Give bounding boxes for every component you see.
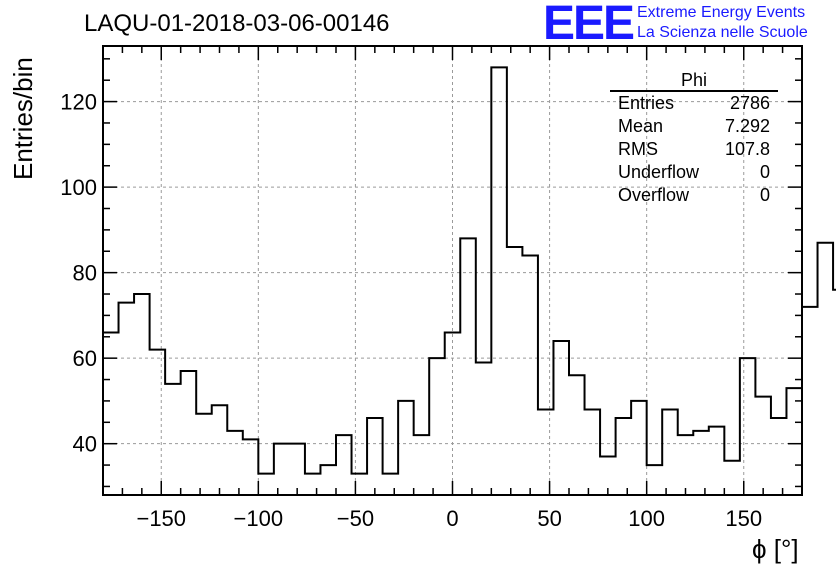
stat-row-rms: RMS 107.8 <box>610 138 778 161</box>
histogram-bin <box>243 439 259 495</box>
histogram-bin <box>367 418 383 495</box>
histogram-bin <box>445 333 461 495</box>
histogram-bin <box>709 427 725 495</box>
histogram-bin <box>771 418 787 495</box>
histogram-bin <box>352 474 368 495</box>
axis-ticks <box>102 46 803 495</box>
histogram-bin <box>320 465 336 495</box>
histogram-bin <box>336 435 352 495</box>
histogram-bin <box>818 243 834 495</box>
stat-label: Overflow <box>618 185 690 205</box>
histogram-bin <box>165 384 181 495</box>
histogram-bin <box>585 409 601 495</box>
histogram-bin <box>212 405 228 495</box>
histogram-bin <box>103 333 119 495</box>
x-axis-label: ϕ [°] <box>752 534 799 564</box>
grid <box>103 46 802 495</box>
histogram-bin <box>227 431 243 495</box>
histogram-bin <box>553 341 569 495</box>
stat-label: Underflow <box>618 162 700 182</box>
histogram-bin <box>522 256 538 495</box>
histogram-bin <box>119 303 135 495</box>
histogram-bin <box>398 401 414 495</box>
stat-row-mean: Mean 7.292 <box>610 115 778 138</box>
y-tick-label: 80 <box>73 261 97 286</box>
histogram-bin <box>150 350 166 495</box>
histogram-bin <box>786 388 802 495</box>
y-tick-label: 100 <box>60 175 97 200</box>
y-tick-label: 120 <box>60 90 97 115</box>
histogram-bin <box>647 465 663 495</box>
stat-label: RMS <box>618 139 658 159</box>
logo-line-2: La Scienza nelle Scuole <box>637 24 808 41</box>
stat-row-entries: Entries 2786 <box>610 92 778 115</box>
x-tick-label: 150 <box>725 506 762 531</box>
histogram-bin <box>274 444 290 495</box>
histogram-bin <box>678 435 694 495</box>
histogram-bin <box>740 358 756 495</box>
histogram-line <box>103 66 836 475</box>
stat-row-underflow: Underflow 0 <box>610 161 778 184</box>
histogram-bin <box>258 474 274 495</box>
x-tick-label: 0 <box>446 506 458 531</box>
histogram-bin <box>693 431 709 495</box>
chart-title: LAQU-01-2018-03-06-00146 <box>84 10 390 37</box>
eee-logo: EEE <box>543 0 635 50</box>
stats-box: Phi Entries 2786 Mean 7.292 RMS 107.8 Un… <box>610 70 778 207</box>
histogram-bin <box>802 307 818 495</box>
x-tick-label: −150 <box>136 506 186 531</box>
histogram-series <box>103 66 836 495</box>
histogram-bin <box>569 375 585 495</box>
histogram-bin <box>289 444 305 495</box>
y-tick-label: 60 <box>73 346 97 371</box>
histogram-bin <box>507 247 523 495</box>
histogram-bin <box>196 414 212 495</box>
histogram-bin <box>429 358 445 495</box>
x-tick-label: 50 <box>537 506 561 531</box>
logo-line-1: Extreme Energy Events <box>637 4 806 21</box>
histogram-bin <box>460 238 476 495</box>
histogram-bin <box>383 474 399 495</box>
y-tick-label: 40 <box>73 432 97 457</box>
histogram-bin <box>491 67 507 495</box>
histogram-bin <box>134 294 150 495</box>
stat-label: Mean <box>618 116 664 136</box>
histogram-bin <box>662 409 678 495</box>
x-tick-label: −100 <box>234 506 284 531</box>
histogram-bin <box>755 397 771 495</box>
histogram-bin <box>616 418 632 495</box>
stats-title: Phi <box>610 70 778 92</box>
stat-value: 0 <box>759 185 770 205</box>
stat-value: 107.8 <box>724 139 770 159</box>
histogram-bin <box>476 362 492 495</box>
y-axis-label: Entries/bin <box>8 57 38 180</box>
histogram-bin <box>724 461 740 495</box>
histogram-bin <box>538 409 554 495</box>
histogram-bin <box>305 474 321 495</box>
stat-row-overflow: Overflow 0 <box>610 184 778 207</box>
stat-value: 7.292 <box>724 116 770 136</box>
x-tick-label: 100 <box>628 506 665 531</box>
stat-value: 0 <box>759 162 770 182</box>
histogram-bin <box>181 371 197 495</box>
histogram-bin <box>414 435 430 495</box>
tick-labels: −150 −100 −50 0 50 100 150 40 60 80 100 120 <box>60 90 762 531</box>
stat-label: Entries <box>618 93 675 113</box>
x-tick-label: −50 <box>337 506 374 531</box>
stat-value: 2786 <box>729 93 770 113</box>
histogram-bin <box>631 401 647 495</box>
